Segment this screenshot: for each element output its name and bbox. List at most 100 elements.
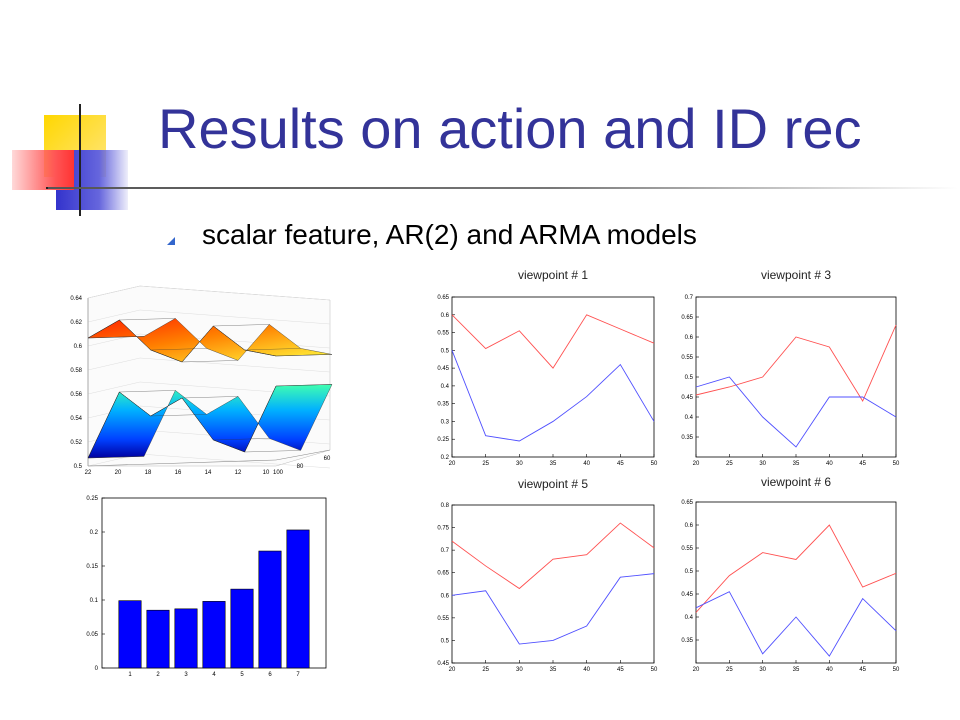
x-tick-label: 25 — [482, 667, 489, 673]
x-tick-label: 50 — [651, 461, 658, 467]
x-tick-label: 50 — [893, 667, 900, 673]
x-tick-label: 4 — [212, 672, 216, 678]
x-tick-label: 7 — [296, 672, 300, 678]
series-line-2 — [695, 376, 897, 448]
x-tick-label: 40 — [826, 667, 833, 673]
y-tick-label: 0.6 — [685, 523, 694, 529]
x-tick-label: 50 — [893, 461, 900, 467]
x-tick-label: 3 — [184, 672, 188, 678]
y-tick-label: 0.7 — [441, 548, 450, 554]
y-tick-label: 0.1 — [90, 598, 99, 604]
bullet-text: scalar feature, AR(2) and ARMA models — [202, 219, 697, 250]
bar-chart: 0 0.05 0.1 0.15 0.2 0.25 1 2 3 4 5 6 7 — [86, 496, 327, 678]
y-tick-label: 0.4 — [685, 415, 694, 421]
x-tick-label: 18 — [145, 470, 152, 476]
x-tick-label: 100 — [273, 470, 284, 476]
x-tick-label: 6 — [268, 672, 272, 678]
x-tick-label: 25 — [726, 667, 733, 673]
y-tick-label: 0.45 — [437, 661, 449, 667]
x-tick-label: 22 — [85, 470, 92, 476]
grid-line — [87, 357, 141, 371]
bar-7 — [286, 529, 310, 669]
y-tick-label: 0.4 — [441, 384, 450, 390]
x-tick-label: 10 — [263, 470, 270, 476]
chart-title: viewpoint # 1 — [518, 268, 588, 282]
mesh-line — [181, 396, 239, 399]
x-tick-label: 1 — [128, 672, 132, 678]
z-tick-label: 0.5 — [74, 464, 83, 470]
x-tick-label: 35 — [550, 667, 557, 673]
bar-4 — [202, 601, 226, 669]
y-tick-label: 0.5 — [685, 569, 694, 575]
title-divider — [48, 187, 958, 189]
lower-surface-edge — [87, 385, 277, 459]
bar-1 — [118, 600, 142, 669]
z-tick-label: 0.52 — [70, 440, 82, 446]
y-tick-label: 0.05 — [86, 632, 98, 638]
x-tick-label: 30 — [516, 461, 523, 467]
x-tick-label: 45 — [617, 461, 624, 467]
chart-title: viewpoint # 5 — [518, 477, 588, 491]
x-tick-label: 45 — [859, 667, 866, 673]
z-tick-label: 0.54 — [70, 416, 82, 422]
series-line-1 — [451, 522, 655, 590]
y-tick-label: 0.4 — [685, 615, 694, 621]
y-tick-label: 0.2 — [441, 455, 450, 461]
upper-surface-edge — [87, 319, 277, 363]
x-tick-label: 2 — [156, 672, 160, 678]
y-tick-label: 80 — [297, 464, 304, 470]
decor-red-block — [12, 150, 74, 190]
x-tick-label: 40 — [826, 461, 833, 467]
z-tick-label: 0.6 — [74, 344, 83, 350]
plot-frame — [695, 296, 897, 458]
x-tick-label: 20 — [115, 470, 122, 476]
z-tick-label: 0.62 — [70, 320, 82, 326]
mesh-line — [213, 324, 270, 327]
bullet-icon — [167, 237, 175, 245]
y-tick-label: 0.6 — [441, 313, 450, 319]
y-tick-label: 0.65 — [437, 295, 449, 301]
y-tick-label: 0.7 — [685, 295, 694, 301]
y-tick-label: 60 — [324, 456, 331, 462]
series-line-1 — [451, 314, 655, 369]
slide-title: Results on action and ID rec — [158, 97, 862, 160]
line-chart-viewpoint-1: viewpoint # 1 20 25 30 35 40 45 50 0.2 0.25 0.3 0.3… — [437, 268, 658, 467]
z-tick-label: 0.56 — [70, 392, 82, 398]
x-tick-label: 35 — [550, 461, 557, 467]
y-tick-label: 0.55 — [437, 616, 449, 622]
series-line-1 — [695, 524, 897, 613]
x-tick-label: 5 — [240, 672, 244, 678]
series-line-2 — [451, 573, 655, 645]
mesh-line — [119, 390, 176, 393]
mesh-line — [213, 438, 270, 441]
grid-line — [87, 381, 141, 395]
x-tick-label: 30 — [516, 667, 523, 673]
y-tick-label: 0.55 — [681, 355, 693, 361]
y-axis — [275, 449, 331, 461]
z-tick-label: 0.64 — [70, 296, 82, 302]
x-tick-label: 45 — [617, 667, 624, 673]
bar-2 — [146, 609, 170, 669]
y-tick-label: 0.25 — [86, 496, 98, 502]
y-tick-label: 0.45 — [681, 395, 693, 401]
y-tick-label: 0.55 — [681, 546, 693, 552]
mesh-line — [87, 456, 145, 459]
grid-line — [87, 285, 141, 299]
plot-frame — [695, 501, 897, 664]
bar-6 — [258, 550, 282, 669]
bar-5 — [230, 588, 254, 669]
chart-title: viewpoint # 3 — [761, 268, 831, 282]
x-tick-label: 20 — [449, 667, 456, 673]
y-tick-label: 0.3 — [441, 419, 450, 425]
y-tick-label: 0.45 — [681, 592, 693, 598]
y-tick-label: 0.6 — [441, 593, 450, 599]
mesh-line — [150, 348, 207, 351]
mesh-line — [275, 384, 333, 387]
mesh-line — [150, 414, 207, 417]
line-chart-viewpoint-3: viewpoint # 3 20 25 30 35 40 45 50 0.35 0.4 0.45 0.… — [681, 268, 900, 467]
mesh-line — [87, 336, 145, 339]
x-tick-label: 40 — [583, 461, 590, 467]
x-axis — [87, 459, 277, 467]
x-tick-label: 40 — [583, 667, 590, 673]
mesh-line — [244, 348, 301, 351]
